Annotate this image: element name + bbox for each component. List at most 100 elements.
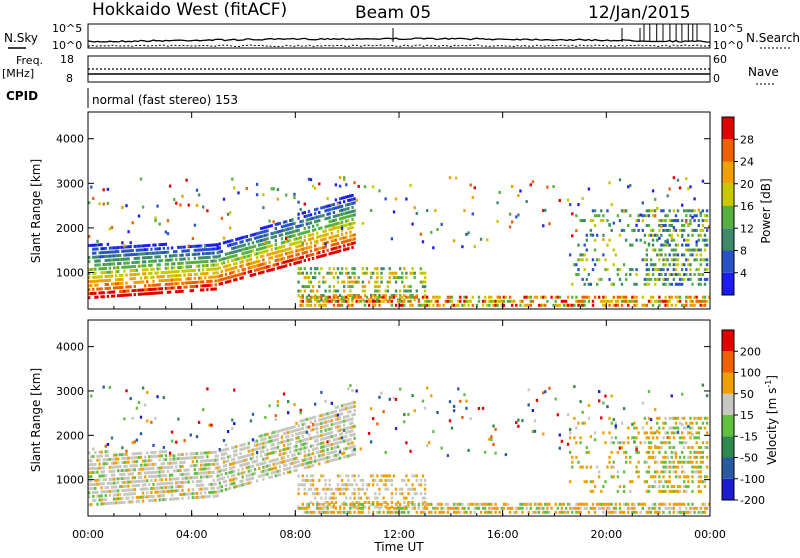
heat-cell (226, 487, 230, 491)
heat-cell (347, 303, 350, 307)
heat-cell (293, 229, 296, 233)
heat-cell (88, 483, 91, 487)
heat-cell (334, 487, 338, 491)
heat-cell (214, 287, 217, 291)
heat-cell (187, 257, 190, 261)
heat-cell (224, 460, 228, 463)
heat-cell (374, 299, 377, 303)
heat-cell (376, 280, 379, 284)
heat-cell (413, 298, 416, 302)
heat-cell (249, 249, 253, 253)
heat-cell (681, 277, 684, 281)
heat-cell (705, 465, 709, 469)
heat-cell (127, 488, 130, 492)
heat-cell (148, 459, 151, 463)
heat-cell (154, 490, 157, 494)
heat-cell (197, 193, 201, 197)
heat-cell (160, 259, 163, 263)
heat-cell (131, 472, 134, 476)
heat-cell (608, 510, 611, 514)
heat-cell (546, 299, 549, 303)
heat-cell (301, 271, 304, 275)
heat-cell (343, 403, 346, 407)
heat-cell (336, 276, 340, 280)
heat-cell (353, 474, 356, 478)
heat-cell (293, 196, 296, 200)
heat-cell (328, 419, 331, 423)
heat-cell (340, 428, 344, 432)
heat-cell (206, 495, 209, 499)
heat-cell (204, 459, 207, 463)
heat-cell (535, 510, 539, 514)
heat-cell (403, 501, 406, 504)
heat-cell (187, 277, 190, 281)
heat-cell (100, 450, 103, 454)
heat-cell (614, 510, 617, 514)
heat-cell (421, 399, 425, 403)
heat-cell (162, 279, 165, 282)
heat-cell (351, 201, 354, 205)
heat-cell (168, 481, 172, 485)
heat-cell (305, 441, 309, 445)
heat-cell (566, 303, 570, 307)
heat-cell (92, 275, 95, 279)
heat-cell (226, 240, 230, 244)
heat-cell (326, 440, 329, 444)
heat-cell (347, 294, 350, 297)
heat-cell (139, 280, 143, 284)
freq-label-line2: [MHz] (2, 67, 34, 80)
heat-cell (318, 478, 321, 482)
heat-cell (175, 250, 178, 254)
heat-cell (566, 442, 570, 446)
heat-cell (490, 435, 493, 439)
heat-cell (216, 454, 219, 458)
noise-search-label: N.Search (746, 31, 800, 45)
heat-cell (106, 454, 110, 458)
heat-cell (117, 453, 120, 457)
heat-cell (701, 421, 705, 425)
heat-cell (461, 303, 464, 307)
heat-cell (110, 473, 114, 477)
heat-cell (141, 272, 145, 276)
heat-cell (645, 436, 649, 440)
heat-cell (175, 477, 178, 481)
heat-cell (330, 203, 333, 207)
heat-cell (384, 474, 387, 478)
heat-cell (471, 502, 474, 506)
heat-cell (606, 465, 609, 469)
colorbar-swatch (722, 457, 734, 479)
heat-cell (637, 460, 640, 464)
heat-cell (656, 429, 659, 433)
heat-cell (625, 460, 628, 464)
heat-cell (123, 261, 126, 265)
heat-cell (575, 263, 578, 267)
heat-cell (668, 224, 671, 227)
heat-cell (380, 267, 383, 271)
heat-cell (322, 421, 325, 425)
heat-cell (691, 426, 694, 430)
heat-cell (336, 221, 340, 225)
heat-cell (697, 510, 700, 514)
heat-cell (455, 303, 458, 307)
heat-cell (689, 431, 692, 435)
heat-cell (175, 489, 178, 493)
heat-cell (336, 230, 340, 233)
heat-cell (678, 186, 682, 190)
heat-cell (374, 478, 377, 482)
heat-cell (150, 475, 153, 478)
heat-cell (110, 270, 114, 274)
heat-cell (208, 283, 211, 287)
heat-cell (231, 458, 234, 462)
heat-cell (440, 222, 443, 226)
heat-cell (158, 490, 161, 494)
heat-cell (645, 209, 649, 213)
heat-cell (465, 299, 468, 303)
heat-cell (492, 506, 495, 510)
heat-cell (490, 295, 493, 299)
heat-cell (332, 251, 336, 255)
heat-cell (94, 259, 97, 263)
heat-cell (318, 182, 321, 186)
heat-cell (328, 267, 331, 271)
heat-cell (299, 447, 302, 451)
heat-cell (633, 502, 636, 506)
